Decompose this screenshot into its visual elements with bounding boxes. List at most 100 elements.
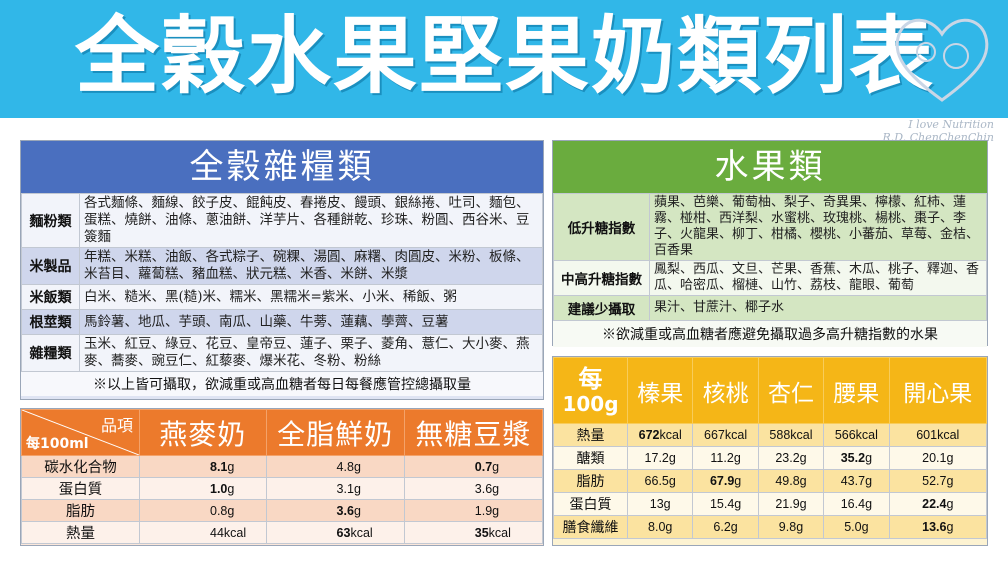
value-cell: 21.9g <box>757 492 825 516</box>
value-number: 13 <box>649 497 664 511</box>
row-items: 馬鈴薯、地瓜、芋頭、南瓜、山藥、牛蒡、蓮藕、荸薺、豆薯 <box>79 309 543 335</box>
table-row: 根莖類 馬鈴薯、地瓜、芋頭、南瓜、山藥、牛蒡、蓮藕、荸薺、豆薯 <box>21 309 543 335</box>
corner-unit-label: 100g <box>562 391 619 416</box>
row-label: 蛋白質 <box>21 477 140 500</box>
milk-column-header: 燕麥奶 <box>139 409 267 456</box>
value-number: 5.0 <box>844 520 862 534</box>
value-cell: 588kcal <box>757 423 825 447</box>
value-cell: 22.4g <box>888 492 988 516</box>
value-cell: 66.5g <box>626 469 694 493</box>
value-cell: 49.8g <box>757 469 825 493</box>
corner-unit-label: 每100ml <box>26 436 89 452</box>
fruit-note: ※欲減重或高血糖者應避免攝取過多高升糖指數的水果 <box>553 321 987 347</box>
table-row: 脂肪 66.5g 67.9g 49.8g 43.7g 52.7g <box>553 469 988 493</box>
value-unit: g <box>730 520 738 534</box>
value-unit: g <box>665 520 673 534</box>
row-label: 碳水化合物 <box>21 455 140 478</box>
value-number: 63 <box>336 525 351 540</box>
value-number: 8.1 <box>210 459 228 474</box>
value-unit: g <box>492 481 500 496</box>
value-cell: 3.1g <box>265 477 405 500</box>
value-unit: g <box>946 520 954 534</box>
table-row: 蛋白質 1.0g 3.1g 3.6g <box>21 477 544 500</box>
value-unit: kcal <box>790 428 813 442</box>
value-unit: g <box>668 474 676 488</box>
value-unit: g <box>663 497 671 511</box>
row-category: 麵粉類 <box>21 193 80 248</box>
row-items: 各式麵條、麵線、餃子皮、餛飩皮、春捲皮、饅頭、銀絲捲、吐司、麵包、蛋糕、燒餅、油… <box>79 193 543 248</box>
grains-title: 全穀雜糧類 <box>21 141 543 193</box>
nuts-header-row: 每 100g 榛果 核桃 杏仁 腰果 開心果 <box>553 357 988 424</box>
value-unit: g <box>227 503 235 518</box>
value-unit: kcal <box>223 525 247 540</box>
row-category: 低升糖指數 <box>553 193 650 261</box>
table-row: 米飯類 白米、糙米、黑(糙)米、糯米、黑糯米=紫米、小米、稀飯、粥 <box>21 284 543 310</box>
row-items: 玉米、紅豆、綠豆、花豆、皇帝豆、蓮子、栗子、菱角、薏仁、大小麥、燕麥、蕎麥、豌豆… <box>79 334 543 372</box>
value-number: 6.2 <box>713 520 731 534</box>
value-number: 20.1 <box>922 451 947 465</box>
value-unit: kcal <box>350 525 373 540</box>
value-unit: kcal <box>659 428 682 442</box>
value-number: 21.9 <box>775 497 800 511</box>
value-unit: g <box>861 520 869 534</box>
value-number: 0.8 <box>210 503 228 518</box>
nuts-column-header: 榛果 <box>626 357 694 424</box>
milk-column-header: 無糖豆漿 <box>403 409 544 456</box>
value-cell: 672kcal <box>626 423 694 447</box>
value-cell: 1.9g <box>403 499 544 522</box>
grains-note: ※以上皆可攝取，欲減重或高血糖者每日每餐應管控總攝取量 <box>21 372 543 396</box>
value-number: 22.4 <box>922 497 947 511</box>
value-number: 4.8 <box>336 459 354 474</box>
grains-table: 麵粉類 各式麵條、麵線、餃子皮、餛飩皮、春捲皮、饅頭、銀絲捲、吐司、麵包、蛋糕、… <box>21 193 543 372</box>
value-number: 16.4 <box>840 497 866 511</box>
value-number: 566 <box>834 428 856 442</box>
fruit-table: 低升糖指數 蘋果、芭樂、葡萄柚、梨子、奇異果、檸檬、紅柿、蓮霧、椪柑、西洋梨、水… <box>553 193 987 321</box>
row-items: 年糕、米糕、油飯、各式粽子、碗粿、湯圓、麻糬、肉圓皮、米粉、板條、米苔目、蘿蔔糕… <box>79 247 543 285</box>
value-cell: 17.2g <box>626 446 694 470</box>
value-number: 8.0 <box>648 520 666 534</box>
table-row: 麵粉類 各式麵條、麵線、餃子皮、餛飩皮、春捲皮、饅頭、銀絲捲、吐司、麵包、蛋糕、… <box>21 193 543 248</box>
value-unit: kcal <box>488 525 511 540</box>
value-unit: kcal <box>937 428 960 442</box>
value-unit: g <box>227 459 235 474</box>
value-cell: 44kcal <box>139 521 267 544</box>
value-unit: g <box>733 451 741 465</box>
value-number: 3.1 <box>336 481 354 496</box>
value-unit: g <box>734 474 742 488</box>
row-items: 鳳梨、西瓜、文旦、芒果、香蕉、木瓜、桃子、釋迦、香瓜、哈密瓜、榴槤、山竹、荔枝、… <box>649 260 987 296</box>
nuts-table: 每 100g 榛果 核桃 杏仁 腰果 開心果 熱量 672kcal 667kcal 5… <box>553 357 988 539</box>
table-row: 中高升糖指數 鳳梨、西瓜、文旦、芒果、香蕉、木瓜、桃子、釋迦、香瓜、哈密瓜、榴槤… <box>553 260 987 296</box>
value-cell: 20.1g <box>888 446 988 470</box>
row-label: 醣類 <box>553 446 628 470</box>
heart-logo-icon <box>886 4 998 112</box>
row-items: 蘋果、芭樂、葡萄柚、梨子、奇異果、檸檬、紅柿、蓮霧、椪柑、西洋梨、水蜜桃、玫瑰桃… <box>649 193 987 261</box>
value-cell: 0.7g <box>403 455 544 478</box>
watermark-line: I love Nutrition <box>908 118 994 131</box>
value-cell: 13g <box>626 492 694 516</box>
row-category: 中高升糖指數 <box>553 260 650 296</box>
value-unit: g <box>946 474 954 488</box>
value-unit: g <box>353 481 361 496</box>
value-number: 44 <box>210 525 224 540</box>
value-unit: g <box>946 451 954 465</box>
row-category: 米製品 <box>21 247 80 285</box>
value-unit: g <box>865 497 873 511</box>
row-category: 雜糧類 <box>21 334 80 372</box>
value-number: 3.6 <box>474 481 493 496</box>
value-number: 49.8 <box>775 474 800 488</box>
value-number: 15.4 <box>709 497 735 511</box>
nuts-column-header: 杏仁 <box>757 357 825 424</box>
value-cell: 601kcal <box>888 423 988 447</box>
value-number: 588 <box>769 428 791 442</box>
value-cell: 4.8g <box>265 455 405 478</box>
value-cell: 0.8g <box>139 499 267 522</box>
value-unit: kcal <box>724 428 748 442</box>
value-cell: 67.9g <box>692 469 759 493</box>
value-number: 35 <box>474 525 489 540</box>
value-cell: 566kcal <box>823 423 890 447</box>
title-banner: 全穀水果堅果奶類列表 <box>0 0 1008 118</box>
value-cell: 8.1g <box>139 455 267 478</box>
value-number: 11.2 <box>710 451 734 465</box>
corner-per-label: 每 <box>578 363 603 393</box>
table-row: 熱量 672kcal 667kcal 588kcal 566kcal 601kcal <box>553 423 988 447</box>
